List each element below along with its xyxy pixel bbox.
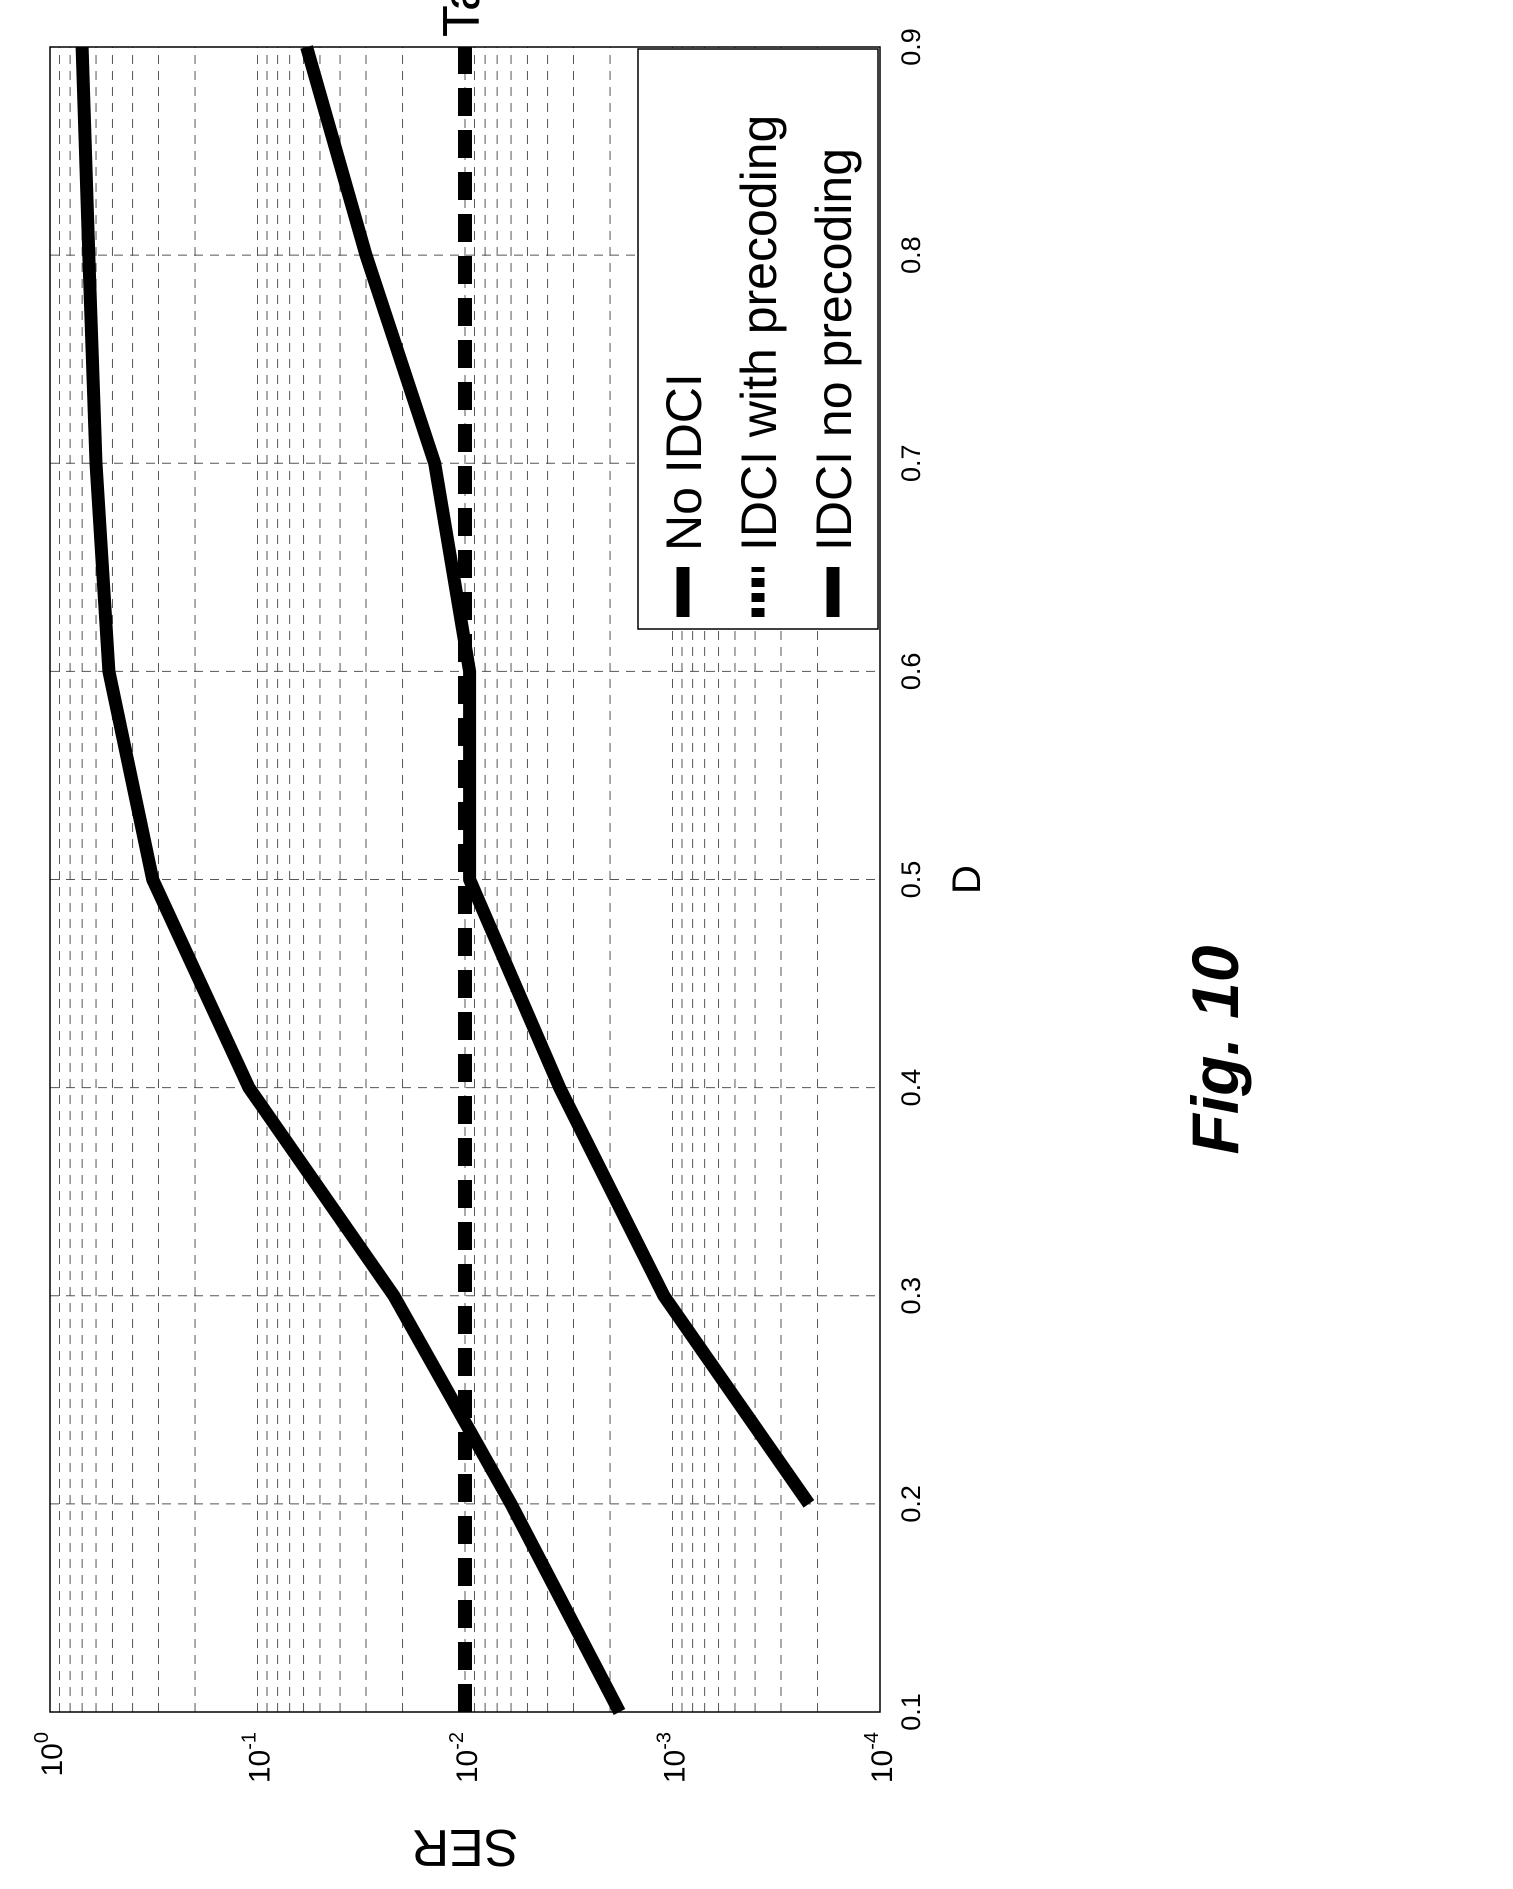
legend-label: IDCI no precoding <box>806 148 862 551</box>
x-tick-label: 0.9 <box>896 28 926 66</box>
x-tick-label: 0.2 <box>896 1485 926 1523</box>
y-tick-labels: 10-4 10-3 10-2 10-1 100 <box>31 1732 899 1783</box>
x-axis-label: D <box>945 865 989 894</box>
y-tick-label: 100 <box>31 1732 69 1777</box>
x-tick-labels: 0.1 0.2 0.3 0.4 0.5 0.6 0.7 0.8 0.9 <box>896 28 926 1731</box>
y-tick-label: 10-2 <box>446 1732 484 1783</box>
legend: No IDCI IDCI with precoding IDCI no precod… <box>637 48 879 630</box>
y-axis-label: SER <box>412 1818 519 1876</box>
y-tick-label: 10-1 <box>239 1732 277 1783</box>
y-tick-label: 10-3 <box>654 1732 692 1783</box>
x-tick-label: 0.8 <box>896 236 926 274</box>
x-tick-label: 0.7 <box>896 444 926 482</box>
legend-label: IDCI with precoding <box>731 115 787 551</box>
series-layer <box>75 45 815 1716</box>
target-ser-annotation: Target SER <box>433 0 491 37</box>
legend-box <box>637 48 879 630</box>
x-tick-label: 0.4 <box>896 1069 926 1107</box>
x-tick-label: 0.1 <box>896 1693 926 1731</box>
chart: 0.1 0.2 0.3 0.4 0.5 0.6 0.7 0.8 0.9 10-4 10-3 10-2… <box>31 0 989 1876</box>
x-tick-label: 0.5 <box>896 861 926 899</box>
legend-label: No IDCI <box>656 373 712 551</box>
x-tick-label: 0.6 <box>896 653 926 691</box>
figure-caption: Fig. 10 <box>1178 945 1252 1154</box>
x-tick-label: 0.3 <box>896 1277 926 1315</box>
y-tick-label: 10-4 <box>861 1732 899 1783</box>
series-line-3 <box>300 45 815 1508</box>
